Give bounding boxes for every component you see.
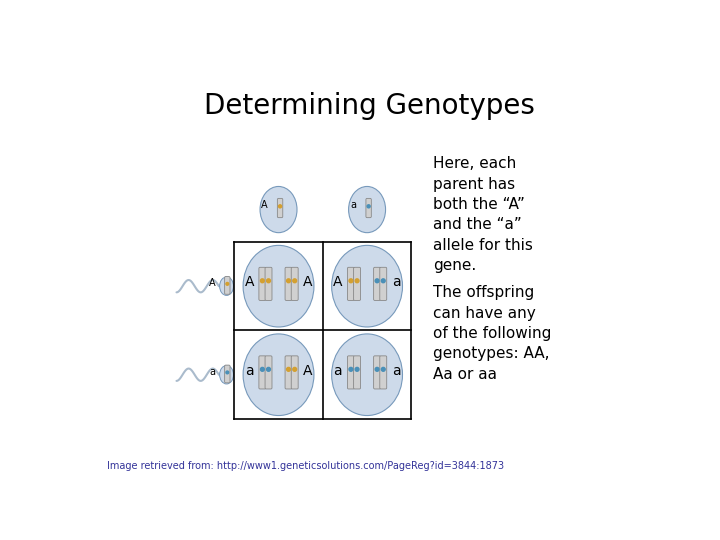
Text: A: A xyxy=(245,275,254,289)
Circle shape xyxy=(261,279,264,283)
FancyBboxPatch shape xyxy=(291,356,298,389)
Ellipse shape xyxy=(243,245,314,327)
FancyBboxPatch shape xyxy=(225,276,230,294)
FancyBboxPatch shape xyxy=(348,267,354,300)
FancyBboxPatch shape xyxy=(374,356,381,389)
Circle shape xyxy=(367,205,370,208)
Circle shape xyxy=(293,279,297,283)
FancyBboxPatch shape xyxy=(259,267,266,300)
FancyBboxPatch shape xyxy=(379,356,387,389)
FancyBboxPatch shape xyxy=(374,267,381,300)
Text: A: A xyxy=(333,275,343,289)
FancyBboxPatch shape xyxy=(259,356,266,389)
Ellipse shape xyxy=(220,366,233,384)
Text: Here, each
parent has
both the “A”
and the “a”
allele for this
gene.: Here, each parent has both the “A” and t… xyxy=(433,156,533,273)
Circle shape xyxy=(355,279,359,283)
FancyBboxPatch shape xyxy=(366,198,372,218)
Circle shape xyxy=(382,367,385,372)
Circle shape xyxy=(279,205,282,208)
Ellipse shape xyxy=(332,334,402,416)
Circle shape xyxy=(261,367,264,372)
Text: A: A xyxy=(261,200,268,210)
Circle shape xyxy=(349,367,353,372)
FancyBboxPatch shape xyxy=(291,267,298,300)
FancyBboxPatch shape xyxy=(354,356,361,389)
Circle shape xyxy=(382,279,385,283)
Ellipse shape xyxy=(348,186,385,233)
Text: Determining Genotypes: Determining Genotypes xyxy=(204,92,534,120)
FancyBboxPatch shape xyxy=(348,356,354,389)
Circle shape xyxy=(266,279,271,283)
FancyBboxPatch shape xyxy=(354,267,361,300)
FancyBboxPatch shape xyxy=(285,267,292,300)
Circle shape xyxy=(226,371,229,374)
Circle shape xyxy=(349,279,353,283)
Text: a: a xyxy=(245,364,253,378)
FancyBboxPatch shape xyxy=(285,356,292,389)
Circle shape xyxy=(287,279,290,283)
Circle shape xyxy=(287,367,290,372)
Ellipse shape xyxy=(243,334,314,416)
FancyBboxPatch shape xyxy=(265,356,272,389)
Text: A: A xyxy=(303,364,312,378)
Ellipse shape xyxy=(260,186,297,233)
Circle shape xyxy=(375,367,379,372)
Text: a: a xyxy=(333,364,342,378)
Text: A: A xyxy=(303,275,312,289)
Text: a: a xyxy=(210,367,216,376)
Circle shape xyxy=(266,367,271,372)
Circle shape xyxy=(293,367,297,372)
FancyBboxPatch shape xyxy=(265,267,272,300)
Ellipse shape xyxy=(332,245,402,327)
FancyBboxPatch shape xyxy=(379,267,387,300)
Circle shape xyxy=(226,282,229,285)
Text: a: a xyxy=(351,200,356,210)
Circle shape xyxy=(355,367,359,372)
Text: Image retrieved from: http://www1.geneticsolutions.com/PageReg?id=3844:1873: Image retrieved from: http://www1.geneti… xyxy=(107,461,504,471)
Circle shape xyxy=(375,279,379,283)
FancyBboxPatch shape xyxy=(225,365,230,383)
Text: The offspring
can have any
of the following
genotypes: AA,
Aa or aa: The offspring can have any of the follow… xyxy=(433,285,551,382)
Text: a: a xyxy=(392,275,400,289)
FancyBboxPatch shape xyxy=(277,198,283,218)
Text: A: A xyxy=(209,278,216,288)
Ellipse shape xyxy=(220,277,233,295)
Text: a: a xyxy=(392,364,400,378)
